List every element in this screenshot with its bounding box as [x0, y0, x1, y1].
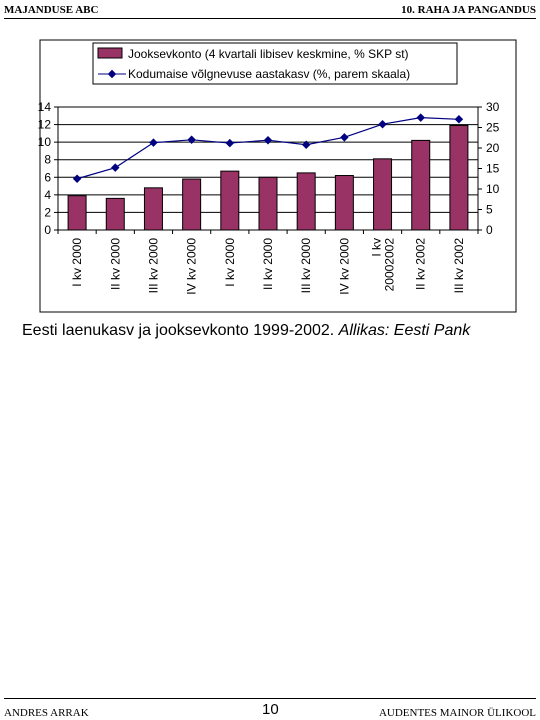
y-left-tick-label: 14 — [38, 100, 52, 114]
caption-text: Eesti laenukasv ja jooksevkonto 1999-200… — [22, 322, 339, 339]
bar — [143, 187, 163, 231]
line-point — [72, 174, 82, 183]
bar — [220, 170, 240, 231]
legend-line-label: Kodumaise võlgnevuse aastakasv (%, parem… — [128, 67, 410, 81]
caption-source: Allikas: Eesti Pank — [338, 322, 471, 339]
bar — [449, 124, 469, 231]
bar — [182, 178, 202, 231]
line-point — [416, 113, 425, 122]
x-tick-label-group: III kv 2000 — [299, 238, 313, 294]
bar — [296, 172, 316, 231]
x-tick-label: II kv 2002 — [414, 238, 428, 290]
bar — [411, 139, 431, 231]
line-point — [187, 135, 196, 145]
line-point — [340, 133, 349, 142]
legend-bar-label: Jooksevkonto (4 kvartali libisev keskmin… — [128, 47, 409, 61]
y-right-tick-label: 0 — [486, 223, 493, 237]
line-point — [263, 135, 273, 145]
chart-frame — [39, 39, 517, 313]
axes: 0 2 4 6 8 10 12 14 0 5 10 15 20 25 30 — [38, 100, 500, 237]
y-left-tick-label: 12 — [38, 118, 52, 132]
x-tick-label: IV kv 2000 — [185, 238, 199, 295]
y-right-tick-label: 10 — [486, 182, 500, 196]
legend-box — [92, 42, 458, 85]
x-tick-label: III kv 2000 — [299, 238, 313, 294]
bar — [105, 197, 125, 231]
bar — [67, 195, 87, 231]
x-tick-label: II kv 2000 — [108, 238, 122, 290]
legend-bar-swatch — [97, 47, 123, 59]
bars — [67, 124, 469, 231]
y-left-tick-label: 0 — [44, 223, 51, 237]
line-point — [111, 163, 120, 172]
y-right-tick-label: 25 — [486, 121, 500, 135]
x-tick-label: II kv 2000 — [261, 238, 275, 290]
x-tick-label-group: IV kv 2000 — [337, 238, 351, 295]
footer-institution: AUDENTES MAINOR ÜLIKOOL — [378, 707, 536, 719]
x-tick-label-line: 20002002 — [383, 238, 397, 292]
header-left-title: MAJANDUSE ABC — [4, 4, 99, 16]
x-tick-label-group: I kv 2000 — [223, 238, 237, 287]
x-tick-label: I kv 2000 — [70, 238, 84, 287]
line-point — [454, 115, 464, 124]
line-point — [378, 119, 387, 129]
footer-author: ANDRES ARRAK — [4, 707, 89, 719]
bar — [373, 158, 393, 231]
x-tick-label-group: II kv 2000 — [108, 238, 122, 290]
x-tick-label-group: IV kv 2000 — [185, 238, 199, 295]
y-left-tick-label: 4 — [44, 188, 51, 202]
y-right-tick-label: 30 — [486, 100, 500, 114]
chart: Jooksevkonto (4 kvartali libisev keskmin… — [38, 39, 517, 313]
x-tick-label-line: I kv — [370, 238, 384, 257]
x-tick-label-group: II kv 2002 — [414, 238, 428, 290]
y-left-tick-label: 6 — [44, 170, 51, 184]
page-footer: ANDRES ARRAK 10 AUDENTES MAINOR ÜLIKOOL — [4, 698, 536, 719]
x-tick-label-group: III kv 2000 — [146, 238, 160, 294]
x-tick-label-group: I kv20002002 — [370, 238, 397, 292]
x-axis-labels: I kv 2000 II kv 2000 III kv 2000 IV kv 2000… — [70, 238, 466, 295]
x-tick-label: I kv20002002 — [370, 238, 397, 292]
line-series — [72, 113, 464, 183]
y-right-tick-label: 5 — [486, 203, 493, 217]
line-point — [225, 138, 235, 148]
line-point — [301, 140, 311, 149]
x-tick-label: III kv 2000 — [146, 238, 160, 294]
y-right-tick-label: 20 — [486, 141, 500, 155]
bar — [258, 176, 278, 231]
y-right-tick-label: 15 — [486, 162, 500, 176]
y-left-tick-label: 10 — [38, 135, 52, 149]
legend: Jooksevkonto (4 kvartali libisev keskmin… — [92, 42, 458, 85]
figure-caption: Eesti laenukasv ja jooksevkonto 1999-200… — [22, 322, 470, 340]
page-number: 10 — [262, 701, 279, 718]
x-tick-label: IV kv 2000 — [337, 238, 351, 295]
x-tick-label: III kv 2002 — [452, 238, 466, 294]
bar — [334, 175, 354, 231]
line-point — [149, 138, 158, 147]
x-tick-label-group: III kv 2002 — [452, 238, 466, 294]
page-header: MAJANDUSE ABC 10. RAHA JA PANGANDUS — [4, 2, 536, 19]
x-tick-label-group: I kv 2000 — [70, 238, 84, 287]
legend-line-marker — [107, 69, 117, 79]
y-left-tick-label: 8 — [44, 153, 51, 167]
header-chapter-title: 10. RAHA JA PANGANDUS — [401, 4, 536, 16]
y-left-tick-label: 2 — [44, 205, 51, 219]
x-tick-label-group: II kv 2000 — [261, 238, 275, 290]
x-tick-label: I kv 2000 — [223, 238, 237, 287]
